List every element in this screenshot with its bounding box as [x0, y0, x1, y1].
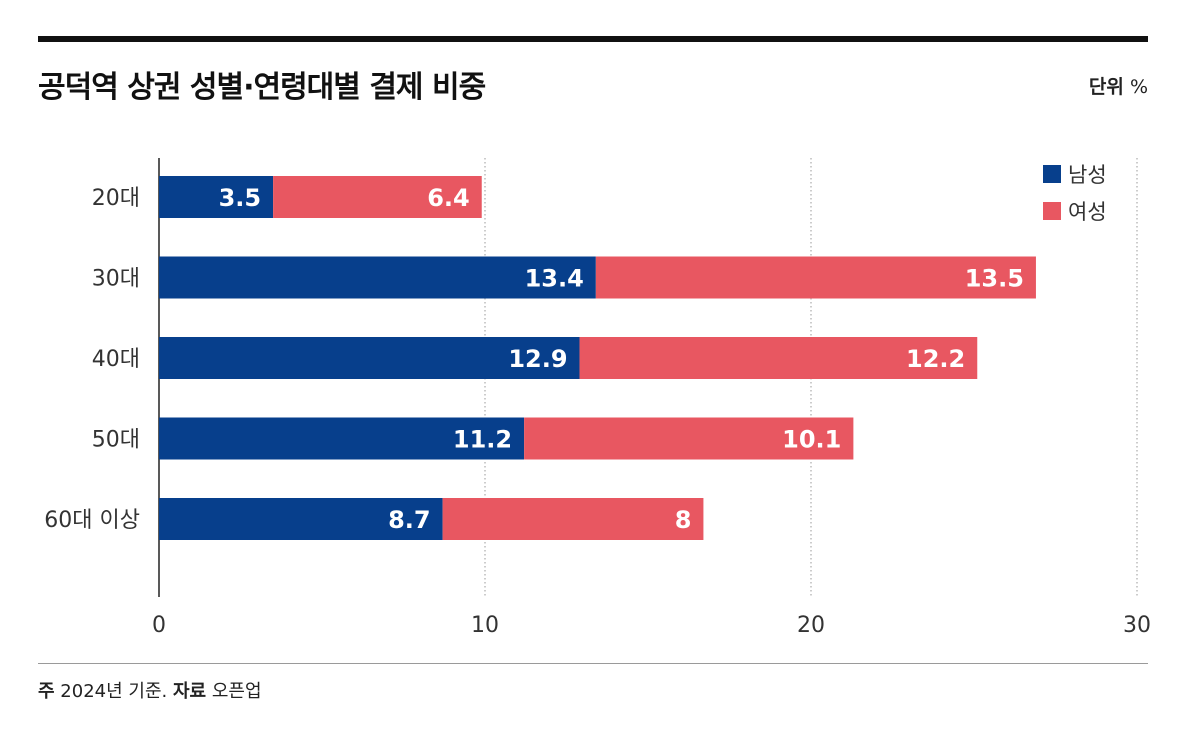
bar-value-label: 3.5 [219, 184, 262, 212]
legend-swatch-female [1043, 202, 1061, 220]
bar-male [159, 176, 274, 218]
bar-value-label: 11.2 [453, 426, 512, 454]
top-rule [38, 36, 1148, 42]
legend-label: 남성 [1068, 163, 1107, 187]
chart-title: 공덕역 상권 성별·연령대별 결제 비중 [38, 70, 486, 105]
source-label: 자료 [172, 681, 207, 702]
category-label: 20대 [92, 186, 140, 211]
x-tick-label: 20 [797, 613, 825, 638]
bar-value-label: 8.7 [388, 506, 431, 534]
bar-value-label: 13.5 [965, 265, 1024, 293]
bottom-rule [38, 663, 1148, 664]
unit-label-text: 단위 [1088, 76, 1124, 98]
unit-label: 단위 % [1089, 72, 1148, 99]
bar-value-label: 13.4 [525, 265, 584, 293]
bar-female [442, 498, 704, 540]
category-label: 50대 [92, 428, 140, 453]
legend-label: 여성 [1068, 200, 1107, 224]
bar-value-label: 10.1 [782, 426, 841, 454]
source-text: 오픈업 [211, 681, 262, 702]
bar-male [159, 337, 580, 379]
category-label: 60대 이상 [44, 508, 140, 533]
category-label: 40대 [92, 347, 140, 372]
footnote-label: 주 [38, 681, 55, 702]
unit-value: % [1129, 76, 1148, 98]
bar-male [159, 417, 525, 460]
footnote: 주 2024년 기준. 자료 오픈업 [38, 677, 262, 703]
bar-female [524, 417, 854, 460]
bar-value-label: 6.4 [427, 184, 470, 212]
legend-swatch-male [1043, 165, 1061, 183]
bar-value-label: 12.9 [508, 345, 567, 373]
bar-value-label: 8 [675, 506, 692, 534]
bar-female [273, 176, 482, 218]
bar-female [579, 337, 978, 379]
footnote-text: 2024년 기준. [60, 681, 168, 702]
x-tick-label: 0 [152, 613, 166, 638]
bar-value-label: 12.2 [906, 345, 965, 373]
category-label: 30대 [92, 267, 140, 292]
bar-male [159, 498, 443, 540]
x-tick-label: 30 [1123, 613, 1151, 638]
x-tick-label: 10 [471, 613, 499, 638]
bar-female [595, 256, 1036, 299]
bar-male [159, 256, 596, 299]
